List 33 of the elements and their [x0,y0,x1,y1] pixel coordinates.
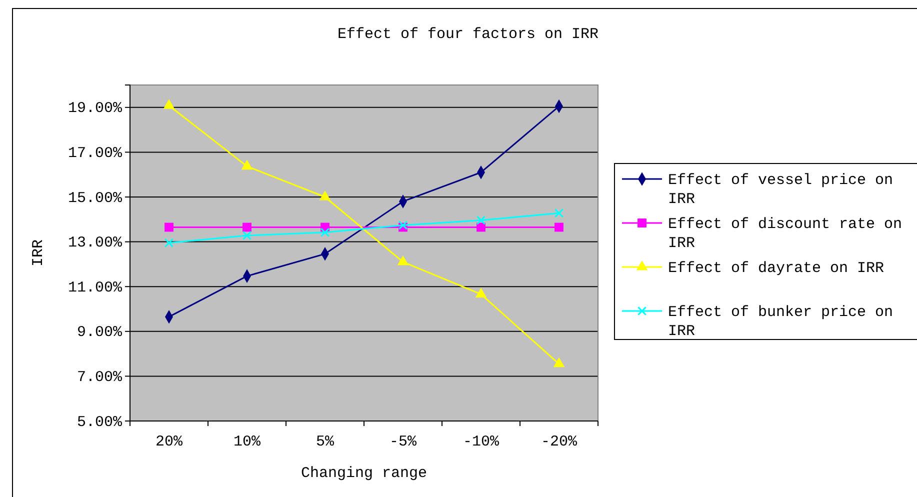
y-tick-label: 17.00% [68,145,123,162]
y-tick-label: 11.00% [68,279,123,296]
point [164,238,174,248]
point [476,222,486,232]
legend-label: Effect of dayrate on IRR [668,260,884,277]
x-tick-label: -10% [462,434,500,451]
point [397,255,409,266]
point [475,288,487,298]
y-tick-label: 7.00% [76,369,123,386]
y-tick-label: 19.00% [68,100,123,118]
y-tick-label: 15.00% [68,190,123,207]
point [320,228,330,237]
x-tick-label: -20% [540,434,578,451]
y-tick-label: 9.00% [76,324,123,342]
legend-label: Effect of bunker price on IRR [668,304,894,340]
point [553,357,565,368]
point [554,208,564,218]
chart-title: Effect of four factors on IRR [337,26,599,43]
point [242,230,252,240]
y-tick-label: 13.00% [68,234,123,252]
x-tick-label: 20% [155,434,184,451]
point [164,222,174,232]
y-axis-title: IRR [30,239,47,267]
point [554,222,564,232]
point [476,216,486,225]
x-tick-label: 10% [233,434,262,451]
x-axis-title: Changing range [300,465,428,482]
point [242,222,252,232]
legend-label: Effect of vessel price on IRR [668,172,894,208]
x-tick-label: 5% [316,434,335,451]
x-tick-label: -5% [389,434,418,451]
legend-label: Effect of discount rate on IRR [668,216,902,252]
y-tick-label: 5.00% [76,414,123,431]
